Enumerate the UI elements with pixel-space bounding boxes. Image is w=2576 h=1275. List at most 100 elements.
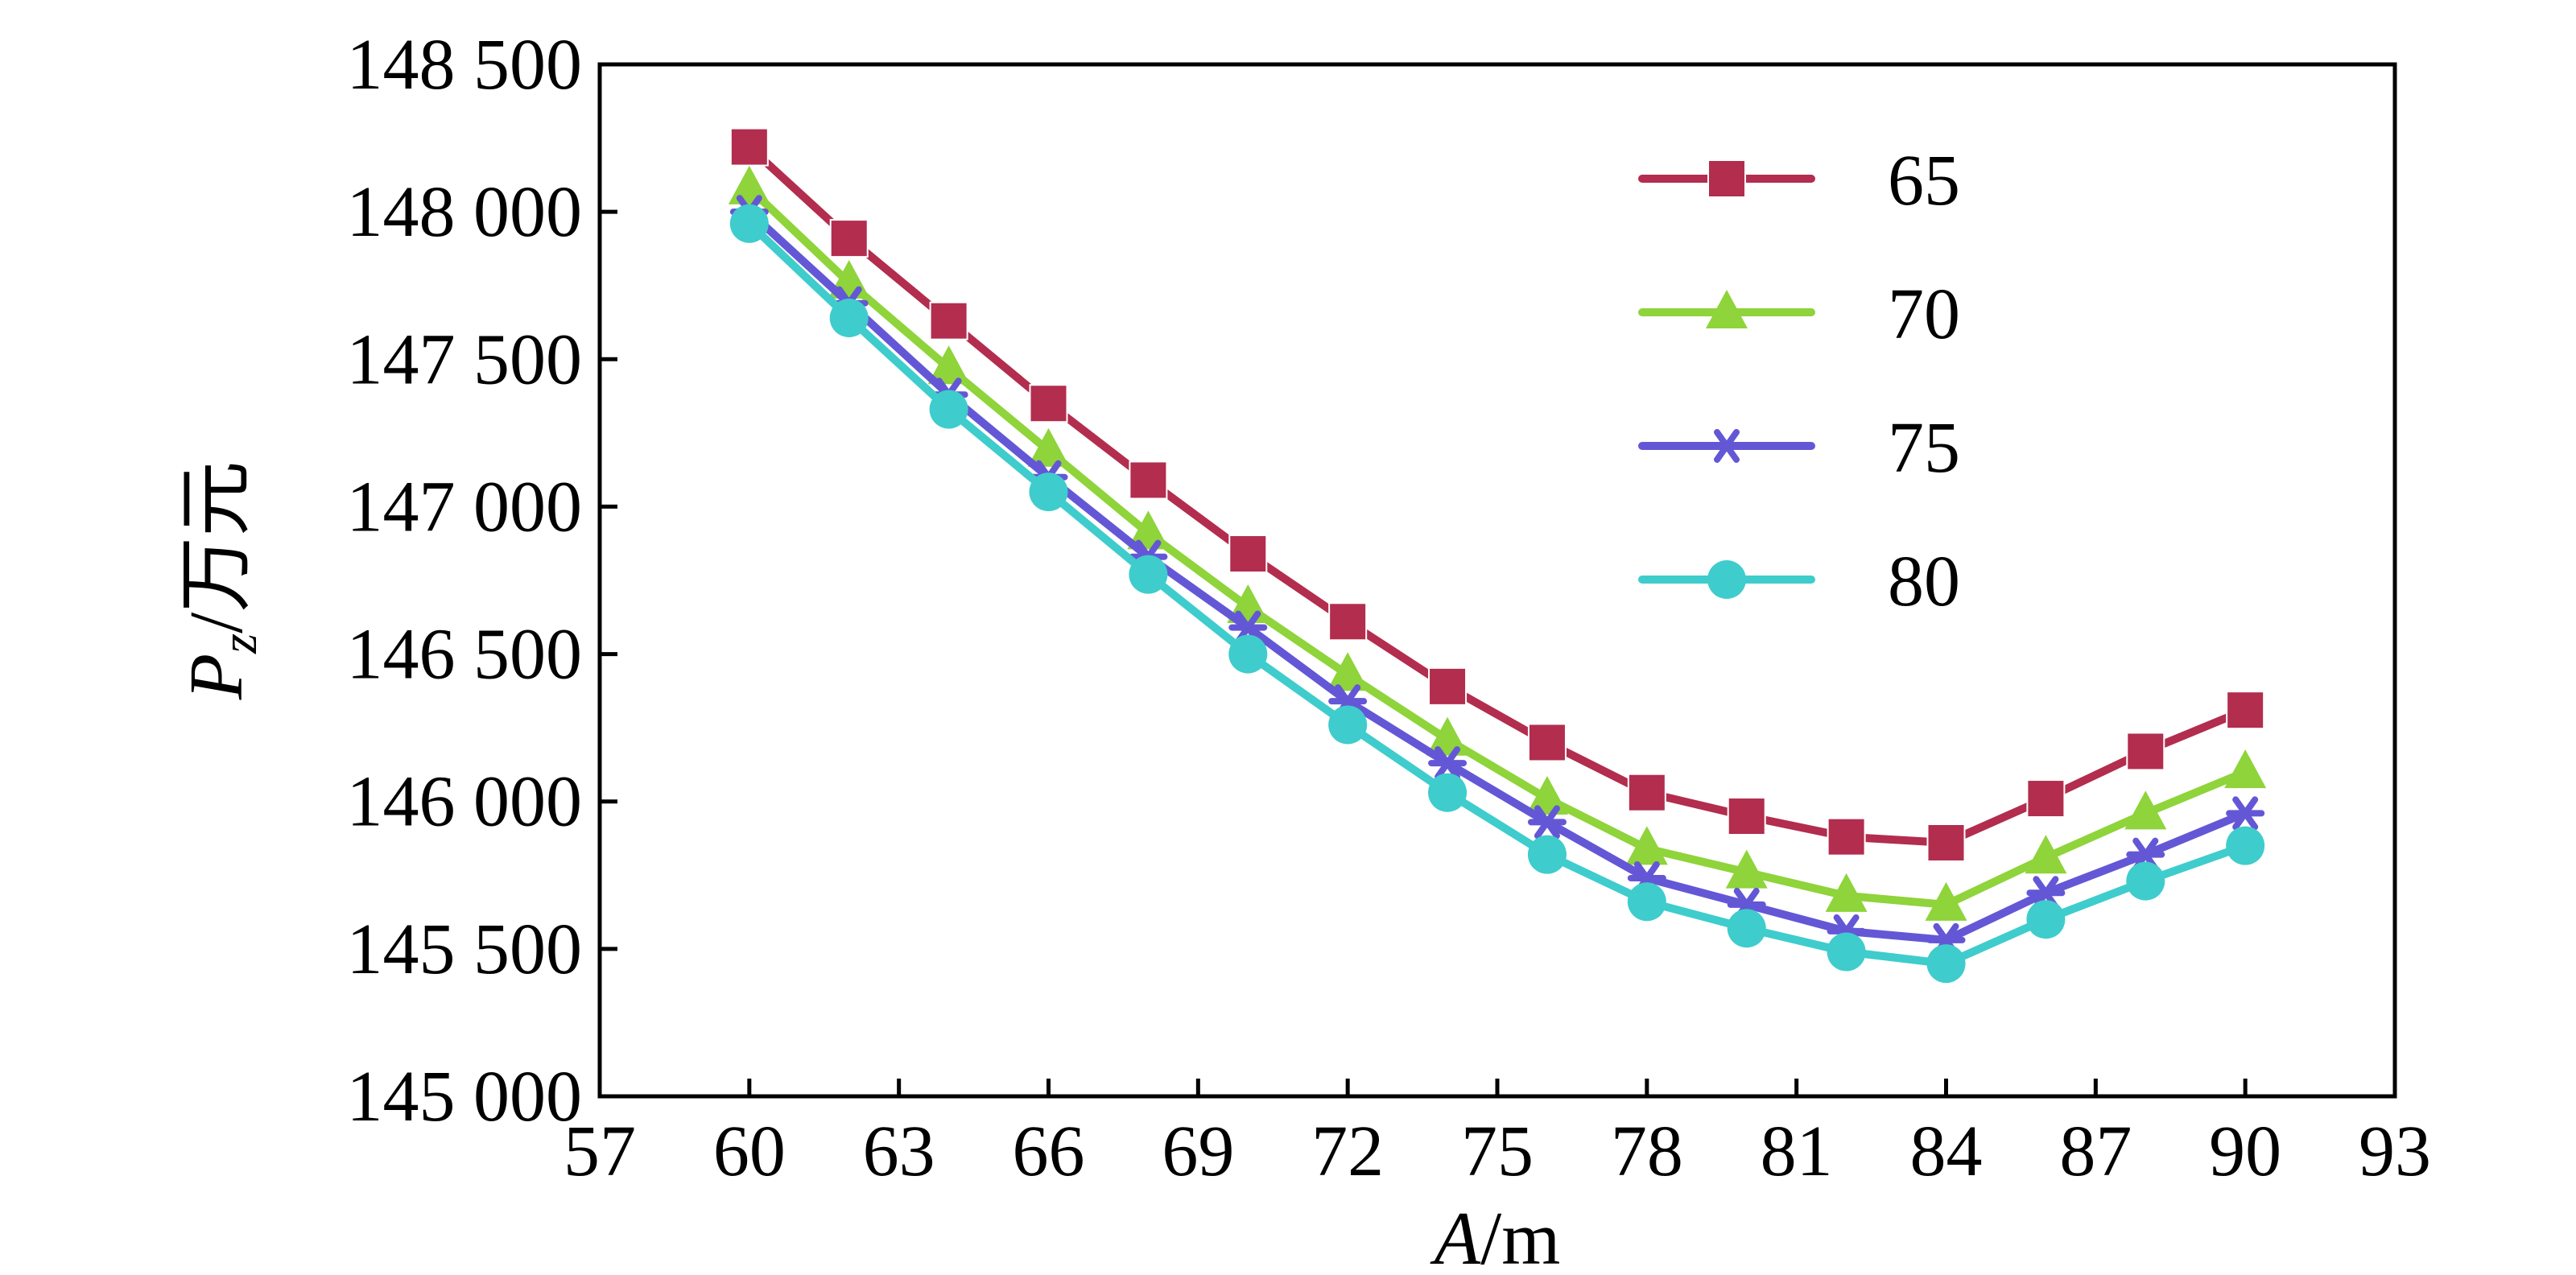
y-axis-title: Pz/万元 <box>175 461 267 700</box>
x-tick-label: 81 <box>1761 1112 1833 1191</box>
legend-item-75: 75 <box>1638 408 1960 488</box>
x-axis-unit: /m <box>1480 1197 1560 1275</box>
x-tick-label: 84 <box>1910 1112 1983 1191</box>
marker-series-70 <box>1925 881 1967 921</box>
marker-series-70 <box>1525 776 1568 815</box>
x-tick-label: 57 <box>564 1112 636 1191</box>
y-axis-variable: P <box>175 654 258 700</box>
marker-series-80 <box>1527 835 1567 874</box>
marker-series-80 <box>1627 882 1666 922</box>
y-axis-unit: /万元 <box>175 461 258 633</box>
marker-series-75 <box>1428 746 1468 781</box>
marker-series-70 <box>1625 826 1668 865</box>
marker-series-75 <box>1527 805 1567 840</box>
marker-series-80 <box>729 204 769 243</box>
y-tick-label: 148 500 <box>347 25 583 105</box>
marker-series-70 <box>1327 652 1369 691</box>
marker-series-65 <box>1827 817 1866 856</box>
x-axis-variable: A <box>1430 1197 1481 1275</box>
marker-series-65 <box>829 219 869 258</box>
marker-series-70 <box>2224 749 2267 789</box>
marker-legend-75 <box>1707 429 1746 463</box>
legend-item-80: 80 <box>1638 542 1960 621</box>
marker-series-70 <box>927 345 970 385</box>
x-tick-label: 60 <box>713 1112 786 1191</box>
marker-series-65 <box>2226 691 2265 730</box>
ticks-layer: 57 60 63 66 69 72 75 78 81 84 87 90 93 145 000 145 500… <box>347 25 2432 1191</box>
marker-series-80 <box>1926 944 1966 984</box>
marker-series-70 <box>1127 510 1170 550</box>
marker-series-80 <box>2126 861 2165 901</box>
marker-series-80 <box>2026 900 2066 939</box>
marker-series-65 <box>929 301 968 340</box>
legend-label-80: 80 <box>1888 542 1960 621</box>
marker-series-65 <box>1129 460 1168 500</box>
marker-series-80 <box>1827 932 1866 972</box>
x-tick-label: 75 <box>1461 1112 1534 1191</box>
y-tick-label: 147 000 <box>347 467 583 547</box>
marker-series-65 <box>1627 773 1666 812</box>
legend-label-65: 65 <box>1888 141 1960 221</box>
marker-series-70 <box>2124 790 2167 830</box>
marker-legend-80 <box>1707 560 1746 599</box>
marker-series-70 <box>1426 716 1469 756</box>
marker-series-80 <box>829 299 869 338</box>
x-tick-label: 87 <box>2059 1112 2132 1191</box>
y-axis-subscript: z <box>210 633 267 654</box>
x-axis-title: A/m <box>1430 1197 1561 1275</box>
x-tick-label: 93 <box>2359 1112 2431 1191</box>
marker-series-80 <box>1129 555 1168 594</box>
marker-series-70 <box>728 165 770 204</box>
marker-series-65 <box>1228 534 1268 574</box>
y-tick-label: 147 500 <box>347 320 583 399</box>
marker-series-80 <box>1228 634 1268 674</box>
y-tick-label: 146 500 <box>347 615 583 695</box>
y-tick-label: 145 000 <box>347 1057 583 1137</box>
marker-series-65 <box>1328 602 1368 642</box>
marker-legend-65 <box>1707 159 1746 198</box>
series-70 <box>728 165 2267 921</box>
marker-series-70 <box>1027 427 1070 467</box>
legend-label-75: 75 <box>1888 408 1960 488</box>
marker-series-65 <box>2026 779 2066 819</box>
marker-series-75 <box>2226 796 2265 831</box>
marker-legend-70 <box>1706 290 1748 328</box>
marker-series-80 <box>929 390 968 429</box>
x-tick-label: 66 <box>1013 1112 1085 1191</box>
series-65-line <box>745 142 2250 847</box>
marker-series-80 <box>1328 705 1368 745</box>
marker-series-65 <box>729 127 769 167</box>
y-tick-label: 145 500 <box>347 910 583 989</box>
marker-series-65 <box>1428 666 1468 706</box>
marker-series-80 <box>1727 909 1766 948</box>
marker-series-70 <box>2025 835 2067 874</box>
legend-label-70: 70 <box>1888 274 1960 354</box>
marker-series-80 <box>1029 472 1068 512</box>
marker-series-65 <box>1527 723 1567 762</box>
marker-series-65 <box>1727 797 1766 836</box>
legend: 65 70 75 80 <box>1638 141 1960 621</box>
series-75-line <box>745 208 2250 944</box>
y-tick-label: 148 000 <box>347 172 583 252</box>
marker-series-65 <box>1926 823 1966 862</box>
x-tick-label: 72 <box>1311 1112 1384 1191</box>
marker-series-70 <box>1725 849 1768 889</box>
series-80-line <box>745 219 2250 968</box>
x-tick-label: 90 <box>2209 1112 2281 1191</box>
legend-item-65: 65 <box>1638 141 1960 221</box>
series-layer <box>728 127 2267 984</box>
series-70-line <box>745 184 2250 909</box>
series-80 <box>729 204 2265 984</box>
series-65 <box>729 127 2265 862</box>
x-tick-label: 63 <box>863 1112 935 1191</box>
x-tick-label: 78 <box>1611 1112 1683 1191</box>
marker-series-65 <box>1029 384 1068 423</box>
marker-series-80 <box>2226 826 2265 865</box>
marker-series-70 <box>1825 873 1868 912</box>
legend-item-70: 70 <box>1638 274 1960 354</box>
y-tick-label: 146 000 <box>347 762 583 842</box>
x-tick-label: 69 <box>1162 1112 1234 1191</box>
marker-series-80 <box>1428 773 1468 812</box>
marker-series-65 <box>2126 732 2165 771</box>
